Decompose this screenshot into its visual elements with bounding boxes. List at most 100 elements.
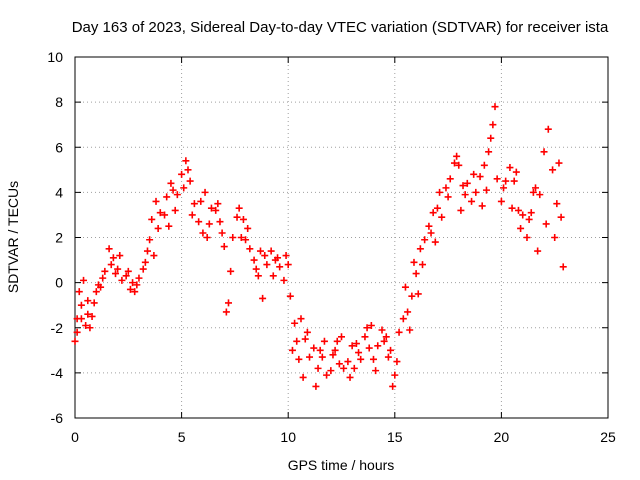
data-point (201, 188, 209, 196)
data-point (182, 157, 190, 165)
y-tick-label: -2 (51, 320, 64, 336)
data-point (557, 213, 565, 221)
data-point (75, 288, 83, 296)
data-point (263, 261, 271, 269)
data-point (344, 358, 352, 366)
data-point (384, 353, 392, 361)
data-point (320, 337, 328, 345)
data-point (152, 197, 160, 205)
y-tick-label: -6 (51, 410, 64, 426)
data-point (442, 184, 450, 192)
data-point (446, 175, 454, 183)
y-tick-label: 10 (47, 49, 63, 65)
data-point (491, 103, 499, 111)
data-point (399, 315, 407, 323)
data-point (254, 272, 262, 280)
data-point (139, 265, 147, 273)
data-point (393, 358, 401, 366)
data-point (190, 200, 198, 208)
data-point (141, 258, 149, 266)
data-point (180, 184, 188, 192)
data-point (77, 315, 85, 323)
data-point (165, 222, 173, 230)
data-point (410, 258, 418, 266)
data-point (523, 234, 531, 241)
data-point (244, 224, 252, 232)
data-point (374, 342, 382, 350)
data-point (436, 188, 444, 196)
data-point (148, 215, 156, 223)
data-point (237, 234, 245, 241)
data-point (188, 211, 196, 219)
data-point (246, 245, 254, 253)
data-point (88, 312, 96, 320)
data-point (331, 346, 339, 354)
data-point (510, 177, 518, 185)
data-point (457, 206, 465, 214)
data-point (433, 204, 441, 212)
data-point (261, 252, 269, 260)
y-tick-label: 0 (55, 275, 63, 291)
x-tick-label: 10 (280, 429, 296, 445)
data-point (406, 326, 414, 334)
data-point (352, 340, 360, 348)
data-point (94, 281, 102, 289)
data-point (338, 333, 345, 341)
data-point (84, 297, 92, 305)
data-point (229, 234, 237, 241)
data-point (497, 197, 505, 205)
data-point (517, 224, 525, 232)
data-point (199, 229, 207, 237)
data-point (453, 152, 461, 160)
data-point (92, 288, 100, 296)
data-point (350, 364, 358, 372)
data-point (335, 360, 343, 368)
data-point (476, 173, 484, 181)
data-point (239, 215, 247, 223)
data-point (540, 148, 548, 156)
data-point (163, 193, 171, 201)
data-point (73, 328, 81, 336)
data-point (150, 252, 158, 260)
y-tick-label: -4 (51, 365, 64, 381)
data-point (536, 191, 544, 199)
data-point (412, 270, 420, 278)
data-point (235, 204, 243, 212)
data-point (391, 371, 399, 379)
x-tick-label: 15 (387, 429, 403, 445)
data-point (444, 193, 452, 201)
data-point (280, 276, 288, 284)
data-point (369, 355, 377, 363)
data-point (252, 265, 260, 273)
grid-layer (75, 57, 608, 418)
data-point (112, 270, 120, 278)
data-point (301, 335, 309, 343)
data-point (500, 184, 508, 192)
data-point (135, 274, 143, 282)
x-tick-label: 20 (494, 429, 510, 445)
data-point (86, 324, 94, 332)
data-point (143, 247, 151, 255)
data-point (173, 191, 181, 199)
data-point (256, 247, 264, 255)
data-point (508, 204, 516, 212)
data-point (267, 247, 275, 255)
data-point (288, 346, 296, 354)
data-point (80, 276, 88, 284)
data-point (525, 215, 533, 223)
data-point (408, 292, 416, 300)
data-point (118, 276, 126, 284)
data-point (419, 261, 427, 269)
data-point (461, 191, 469, 199)
data-point (169, 186, 177, 194)
data-point (468, 197, 476, 205)
data-point (542, 220, 550, 228)
data-point (295, 355, 303, 363)
data-point (382, 333, 390, 341)
data-point (401, 283, 409, 291)
data-point (109, 254, 117, 262)
data-point (116, 252, 124, 260)
data-point (218, 229, 226, 237)
data-point (357, 355, 365, 363)
data-point (212, 206, 220, 214)
